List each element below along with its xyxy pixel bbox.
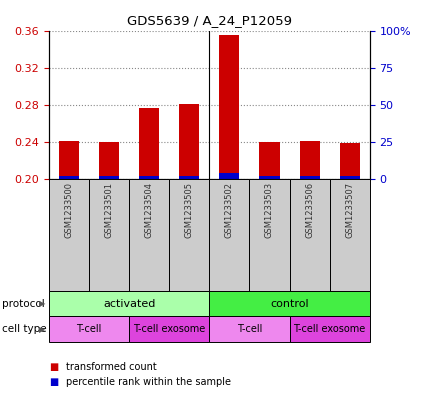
Text: GSM1233502: GSM1233502: [225, 182, 234, 238]
Bar: [300, 176, 320, 179]
Text: ■: ■: [49, 377, 58, 387]
Bar: [340, 143, 360, 179]
Text: GSM1233507: GSM1233507: [345, 182, 354, 238]
Bar: [59, 176, 79, 179]
Bar: [179, 104, 199, 179]
Text: cell type: cell type: [2, 324, 47, 334]
Text: GSM1233500: GSM1233500: [65, 182, 74, 238]
Bar: [99, 176, 119, 179]
Bar: [259, 176, 280, 179]
Text: GSM1233505: GSM1233505: [185, 182, 194, 238]
Bar: [99, 142, 119, 179]
Text: T-cell: T-cell: [237, 324, 262, 334]
Bar: [219, 173, 239, 179]
Title: GDS5639 / A_24_P12059: GDS5639 / A_24_P12059: [127, 15, 292, 28]
Text: GSM1233504: GSM1233504: [144, 182, 154, 238]
Text: ▶: ▶: [39, 299, 46, 308]
Text: T-cell: T-cell: [76, 324, 102, 334]
Bar: [300, 141, 320, 179]
Bar: [139, 108, 159, 179]
Text: ■: ■: [49, 362, 58, 373]
Text: ▶: ▶: [39, 325, 46, 334]
Bar: [219, 35, 239, 179]
Text: protocol: protocol: [2, 299, 45, 309]
Bar: [139, 176, 159, 179]
Bar: [259, 142, 280, 179]
Text: T-cell exosome: T-cell exosome: [294, 324, 366, 334]
Bar: [179, 176, 199, 179]
Text: percentile rank within the sample: percentile rank within the sample: [66, 377, 231, 387]
Text: transformed count: transformed count: [66, 362, 157, 373]
Text: GSM1233506: GSM1233506: [305, 182, 314, 238]
Text: activated: activated: [103, 299, 155, 309]
Bar: [59, 141, 79, 179]
Text: GSM1233501: GSM1233501: [105, 182, 113, 238]
Text: control: control: [270, 299, 309, 309]
Text: T-cell exosome: T-cell exosome: [133, 324, 205, 334]
Text: GSM1233503: GSM1233503: [265, 182, 274, 238]
Bar: [340, 176, 360, 179]
